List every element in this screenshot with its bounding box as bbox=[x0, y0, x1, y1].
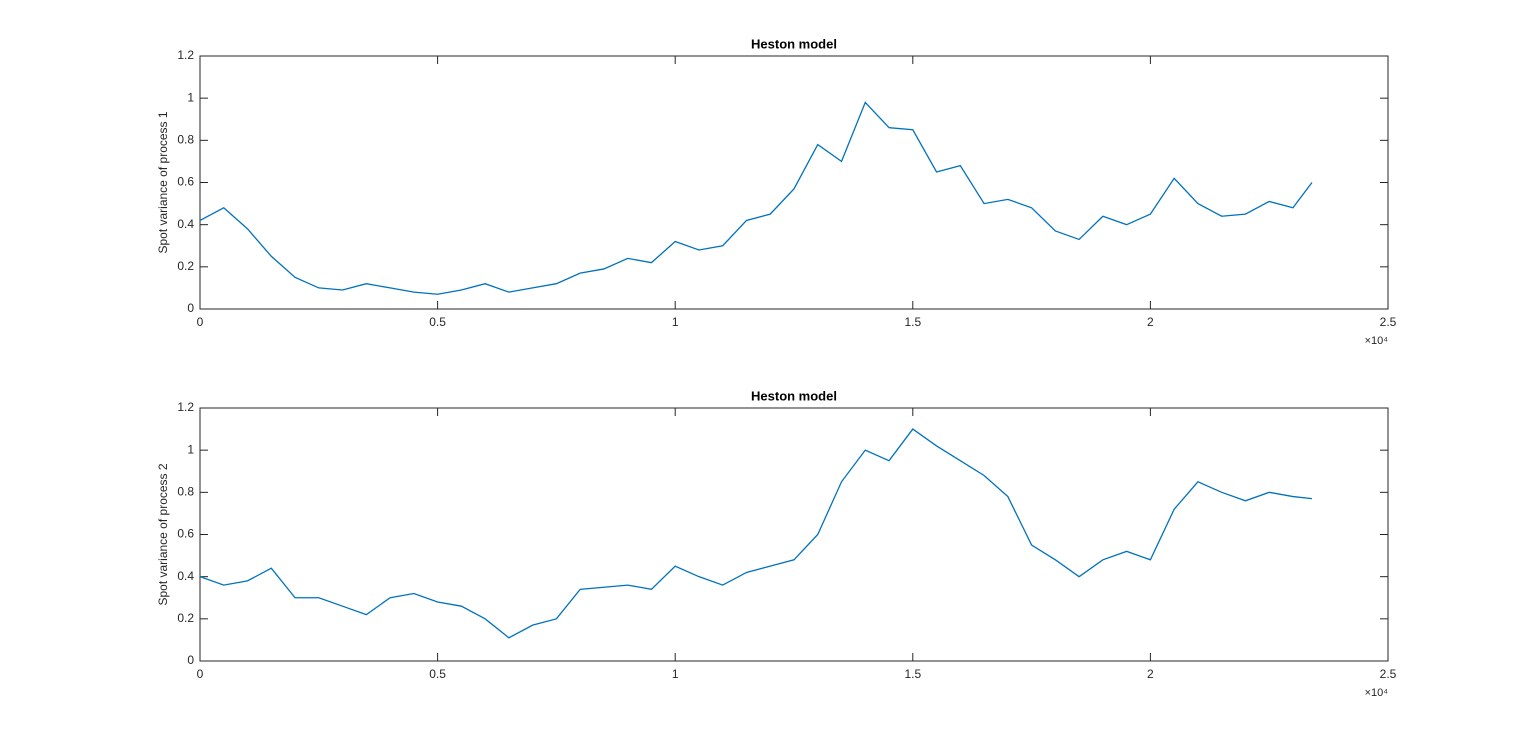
x-tick-label: 2.5 bbox=[1380, 667, 1397, 681]
x-tick-label: 0.5 bbox=[429, 315, 446, 329]
y-tick-label: 0.2 bbox=[177, 611, 194, 625]
x-tick-label: 1.5 bbox=[904, 667, 921, 681]
y-axis-label: Spot variance of process 2 bbox=[156, 463, 170, 605]
x-tick-label: 2.5 bbox=[1380, 315, 1397, 329]
y-tick-label: 0.4 bbox=[177, 217, 194, 231]
y-tick-label: 0.2 bbox=[177, 259, 194, 273]
y-tick-label: 0.6 bbox=[177, 527, 194, 541]
y-tick-label: 0 bbox=[187, 301, 194, 315]
data-line bbox=[199, 428, 1313, 639]
y-tick-label: 1.2 bbox=[177, 400, 194, 414]
y-tick-label: 1 bbox=[187, 442, 194, 456]
x-tick-label: 2 bbox=[1147, 315, 1154, 329]
y-tick-label: 0.8 bbox=[177, 133, 194, 147]
plot-area bbox=[199, 55, 1389, 310]
x-tick-label: 1 bbox=[672, 315, 679, 329]
data-line bbox=[199, 101, 1313, 295]
x-tick-label: 2 bbox=[1147, 667, 1154, 681]
x-tick-label: 0 bbox=[197, 315, 204, 329]
x-multiplier: ×10⁴ bbox=[1365, 687, 1389, 699]
plot-area bbox=[199, 407, 1389, 662]
y-axis-label: Spot variance of process 1 bbox=[156, 111, 170, 253]
y-tick-label: 1 bbox=[187, 90, 194, 104]
chart-title: Heston model bbox=[751, 36, 837, 51]
y-tick-label: 0.6 bbox=[177, 175, 194, 189]
y-tick-label: 0.4 bbox=[177, 569, 194, 583]
x-tick-label: 0 bbox=[197, 667, 204, 681]
chart-title: Heston model bbox=[751, 388, 837, 403]
x-tick-label: 0.5 bbox=[429, 667, 446, 681]
y-tick-label: 1.2 bbox=[177, 48, 194, 62]
x-tick-label: 1.5 bbox=[904, 315, 921, 329]
x-tick-label: 1 bbox=[672, 667, 679, 681]
x-multiplier: ×10⁴ bbox=[1365, 335, 1389, 347]
y-tick-label: 0.8 bbox=[177, 485, 194, 499]
y-tick-label: 0 bbox=[187, 653, 194, 667]
